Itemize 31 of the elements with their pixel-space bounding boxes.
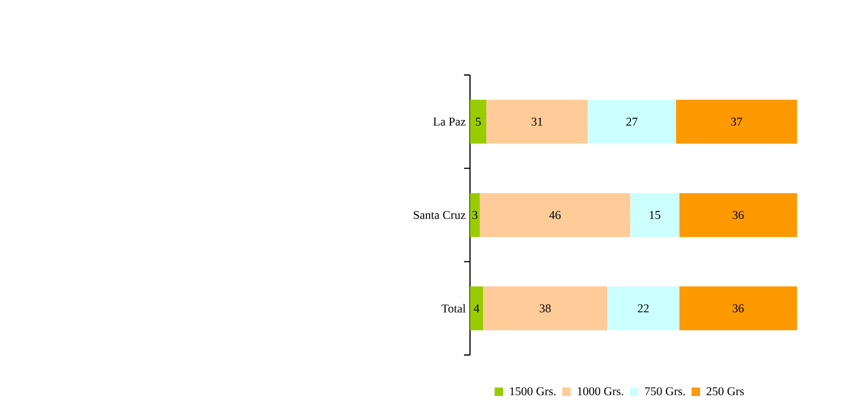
bar: [470, 100, 486, 144]
data-label: 4: [474, 304, 480, 312]
data-label: 46: [549, 210, 561, 220]
legend-label: 250 Grs: [706, 387, 744, 396]
data-label: 36: [732, 304, 744, 312]
data-label: 22: [638, 304, 649, 312]
bar: [679, 193, 798, 237]
data-label: 37: [731, 118, 742, 126]
data-label: 31: [532, 118, 542, 126]
bar: [630, 193, 680, 237]
legend-label: 750 Grs.: [645, 387, 685, 396]
legend-label: 1500 Grs.: [510, 387, 556, 396]
bar: [483, 286, 608, 330]
bar: [470, 286, 484, 330]
bar: [486, 100, 588, 144]
data-label: 3: [472, 210, 478, 220]
bar: [480, 193, 630, 237]
data-label: 27: [626, 118, 638, 126]
y-tick-label: La Paz: [433, 118, 466, 126]
y-tick-label: Santa Cruz: [414, 210, 466, 220]
y-tick-label: Total: [442, 304, 466, 313]
bar: [588, 100, 676, 144]
bar: [676, 100, 798, 144]
bar: [679, 286, 798, 330]
data-label: 36: [732, 210, 744, 220]
data-label: 38: [540, 304, 551, 312]
bar: [470, 193, 480, 237]
data-label: 5: [476, 118, 481, 126]
legend-label: 1000 Grs.: [578, 387, 624, 396]
bar: [607, 286, 680, 330]
data-label: 15: [650, 210, 660, 219]
